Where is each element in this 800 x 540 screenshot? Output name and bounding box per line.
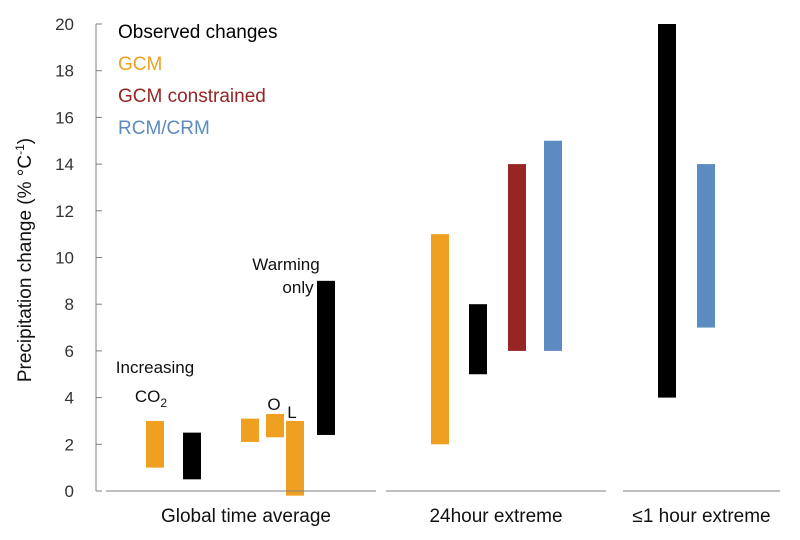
y-tick-label: 10: [55, 249, 74, 268]
legend-entry-gcm-constrained: GCM constrained: [118, 86, 266, 107]
legend-entry-observed-changes: Observed changes: [118, 22, 278, 43]
y-tick-label: 4: [65, 389, 74, 408]
annotation-l: L: [287, 403, 296, 422]
y-tick-label: 18: [55, 62, 74, 81]
y-axis-label-close: ): [15, 138, 36, 144]
legend: Observed changes GCM GCM constrained RCM/CR…: [118, 22, 278, 139]
legend-entry-gcm: GCM: [118, 54, 162, 75]
group-label: Global time average: [161, 506, 331, 527]
range-bar-gcm-constrained: [508, 164, 526, 351]
annotation-o: O: [267, 395, 280, 414]
y-tick-label: 16: [55, 108, 74, 127]
annotation-only: only: [282, 278, 314, 297]
annotation-warming: Warming: [252, 255, 319, 274]
y-axis-label-sup: -1: [13, 144, 27, 155]
range-bar-gcm: [241, 418, 259, 442]
y-tick-label: 12: [55, 202, 74, 221]
annotation-co2-text: CO: [135, 387, 161, 406]
y-tick-label: 2: [65, 435, 74, 454]
y-tick-label: 20: [55, 15, 74, 34]
annotation-co2: CO2: [135, 387, 168, 410]
range-bar-gcm: [286, 420, 304, 496]
bars: [146, 24, 715, 496]
range-bar-gcm: [146, 420, 164, 468]
y-axis-label-text: Precipitation change (% °C: [15, 155, 36, 382]
y-tick-label: 6: [65, 342, 74, 361]
y-axis-label: Precipitation change (% °C-1): [13, 138, 36, 382]
group-label: 24hour extreme: [429, 506, 562, 527]
range-bar-rcm-crm: [697, 164, 715, 328]
range-bar-observed-changes: [469, 304, 487, 375]
range-bar-gcm: [431, 234, 449, 445]
y-tick-label: 14: [55, 155, 74, 174]
y-tick-label: 0: [65, 482, 74, 501]
group-axes: Global time average 24hour extreme ≤1 hour…: [106, 490, 780, 527]
range-bar-gcm: [266, 413, 284, 438]
annotation-increasing: Increasing: [116, 358, 194, 377]
group-label: ≤1 hour extreme: [632, 506, 770, 527]
annotation-co2-subscript: 2: [160, 396, 167, 410]
range-bar-observed-changes: [183, 432, 201, 480]
range-bar-rcm-crm: [544, 140, 562, 351]
range-bar-observed-changes: [317, 280, 335, 435]
range-bar-observed-changes: [658, 24, 676, 398]
legend-entry-rcm-crm: RCM/CRM: [118, 118, 210, 139]
y-axis: 0 2 4 6 8 10 12 14 16 18 20: [55, 15, 102, 501]
y-tick-label: 8: [65, 295, 74, 314]
